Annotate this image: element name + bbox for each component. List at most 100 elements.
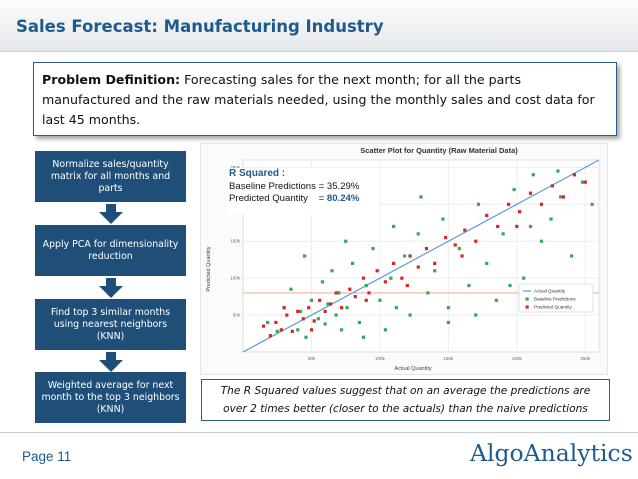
predicted-point <box>474 239 478 243</box>
predicted-point <box>334 291 338 295</box>
baseline-point <box>364 283 368 288</box>
baseline-point <box>392 224 396 229</box>
baseline-point <box>357 320 361 325</box>
baseline-point <box>446 320 450 325</box>
baseline-point <box>556 169 560 173</box>
arrow-down-icon <box>99 278 123 298</box>
baseline-r-squared: Baseline Predictions = 35.29% <box>229 180 360 192</box>
problem-label: Problem Definition: <box>42 72 181 87</box>
baseline-point <box>361 335 366 339</box>
predicted-point <box>515 224 519 229</box>
chart-y-label: Predicted Quantity <box>206 246 212 291</box>
baseline-point <box>371 247 375 251</box>
baseline-point <box>419 195 423 199</box>
footer-divider <box>0 432 638 433</box>
baseline-point <box>590 202 594 206</box>
baseline-point <box>501 232 505 236</box>
baseline-point <box>339 328 344 332</box>
baseline-point <box>383 328 387 332</box>
baseline-point <box>378 298 382 302</box>
baseline-point <box>476 202 481 206</box>
baseline-point <box>394 306 398 310</box>
baseline-point <box>320 280 325 284</box>
baseline-point <box>467 283 471 288</box>
baseline-point <box>528 224 533 229</box>
baseline-point <box>334 313 338 317</box>
predicted-point <box>339 306 344 310</box>
baseline-point <box>512 187 516 192</box>
x-tick-label: 50k <box>308 356 316 361</box>
predicted-point <box>392 261 396 265</box>
process-flow: Normalize sales/quantity matrix for all … <box>35 151 186 423</box>
baseline-point <box>408 313 412 317</box>
baseline-point <box>531 173 535 177</box>
baseline-point <box>296 328 300 332</box>
baseline-point <box>266 320 270 325</box>
predicted-point <box>279 328 283 332</box>
predicted-point <box>318 298 322 302</box>
r-squared-box: R Squared : Baseline Predictions = 35.29… <box>226 168 379 214</box>
baseline-point <box>326 302 330 306</box>
baseline-point <box>457 247 461 251</box>
predicted-point <box>463 228 467 232</box>
predicted-point <box>572 173 576 177</box>
y-tick-label: 250k <box>230 165 241 170</box>
predicted-point <box>424 247 429 251</box>
conclusion-line-1: The R Squared values suggest that on an … <box>220 385 591 397</box>
predicted-point <box>433 261 437 265</box>
scatter-plot-svg: Scatter Plot for Quantity (Raw Material … <box>206 146 600 372</box>
logo-text: AlgoAnalytics <box>470 439 633 467</box>
predicted-point <box>296 309 300 313</box>
baseline-point <box>539 239 544 243</box>
baseline-point <box>344 239 348 243</box>
baseline-point <box>337 291 341 295</box>
chart-title: Scatter Plot for Quantity (Raw Material … <box>360 146 518 155</box>
predicted-point <box>539 202 544 206</box>
predicted-point <box>517 210 522 214</box>
x-tick-label: 200k <box>512 356 523 361</box>
legend-label: Baseline Predictions <box>534 297 576 302</box>
predicted-point <box>274 320 278 325</box>
baseline-point <box>350 261 355 265</box>
legend-label: Predicted Quantity <box>534 305 572 310</box>
predicted-r-squared: Predicted Quantity = 80.24% <box>229 193 360 204</box>
baseline-point <box>323 322 327 326</box>
conclusion-line-2: over 2 times better (closer to the actua… <box>223 403 588 415</box>
predicted-point <box>507 202 511 206</box>
step-normalize: Normalize sales/quantity matrix for all … <box>35 151 186 202</box>
slide-title: Sales Forecast: Manufacturing Industry <box>16 17 384 36</box>
chart-x-label: Actual Quantity <box>394 366 432 372</box>
chart-legend: Actual Quantity Baseline Predictions Predi… <box>518 283 594 313</box>
page-number: Page 11 <box>22 449 72 464</box>
predicted-point <box>290 329 294 333</box>
predicted-point <box>285 313 289 317</box>
predicted-point <box>444 235 448 240</box>
y-tick-label: 150k <box>230 239 241 244</box>
baseline-point <box>402 254 407 258</box>
baseline-point <box>289 287 293 291</box>
arrow-down-icon <box>99 204 123 224</box>
r-squared-title: R Squared : <box>229 168 286 179</box>
baseline-point <box>570 254 574 258</box>
legend-box <box>518 283 594 313</box>
baseline-point <box>446 306 450 310</box>
baseline-point <box>330 269 334 273</box>
baseline-r-squared-value: 35.29% <box>326 180 360 192</box>
problem-definition-box: Problem Definition: Forecasting sales fo… <box>33 62 617 136</box>
conclusion-box: The R Squared values suggest that on an … <box>201 379 610 421</box>
baseline-point <box>474 313 478 317</box>
baseline-point <box>298 309 303 313</box>
step-pca: Apply PCA for dimensionality reduction <box>35 225 186 276</box>
x-tick-label: 150k <box>444 356 455 361</box>
predicted-point <box>496 224 500 229</box>
baseline-point <box>304 335 308 339</box>
predicted-point <box>261 324 266 328</box>
legend-swatch <box>525 305 529 309</box>
predicted-point <box>282 306 286 310</box>
predicted-point <box>348 287 352 291</box>
predicted-point <box>561 195 565 199</box>
predicted-point <box>329 302 333 306</box>
predicted-point <box>312 319 316 323</box>
predicted-point <box>268 334 272 338</box>
predicted-point <box>353 295 357 299</box>
